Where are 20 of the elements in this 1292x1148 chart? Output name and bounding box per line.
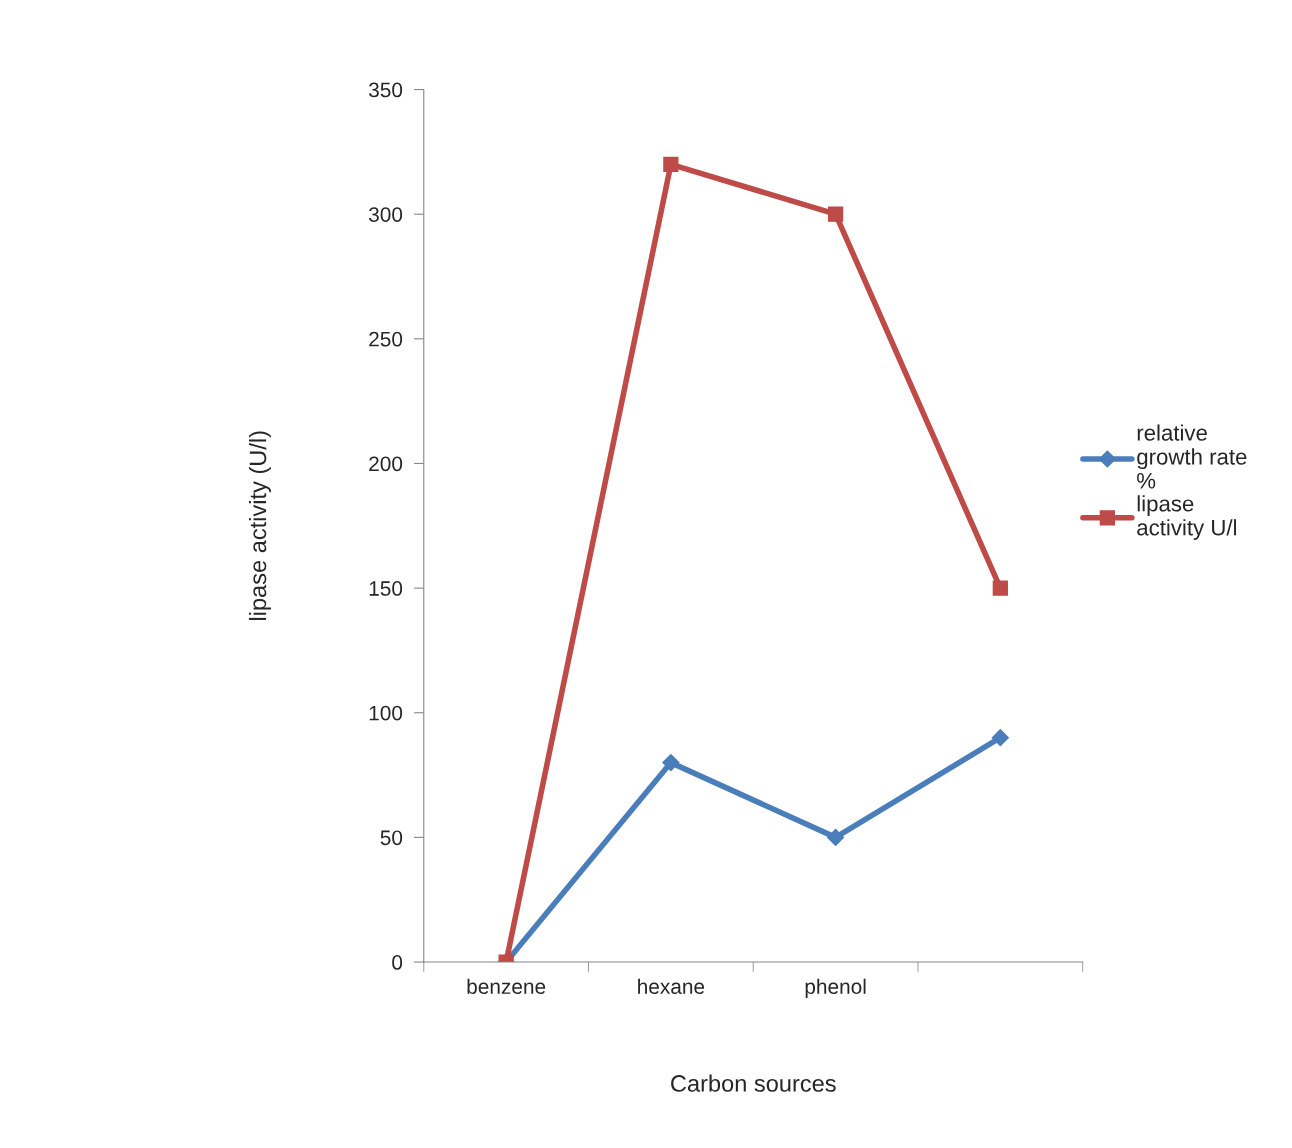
point — [991, 729, 1009, 747]
y-tick-label: 200 — [369, 456, 403, 472]
point — [662, 754, 680, 772]
y-tick-label: 300 — [368, 207, 403, 222]
y-tick-label: 100 — [369, 705, 403, 721]
x-tick-label: phenol — [805, 978, 866, 999]
point — [827, 206, 844, 222]
x-tick-label: benzene — [467, 978, 546, 994]
point — [827, 828, 845, 846]
y-axis-title: lipase activity (U/l) — [248, 431, 271, 620]
point — [663, 156, 679, 172]
x-tick-label: hexane — [638, 978, 705, 994]
y-tick-label: 50 — [380, 830, 403, 846]
legend-label: lipase activity U/l — [1137, 495, 1237, 540]
y-tick-label: 0 — [392, 955, 403, 970]
point — [992, 580, 1008, 596]
y-tick-label: 350 — [368, 82, 403, 98]
x-axis-title: Carbon sources — [671, 1074, 836, 1092]
y-tick-label: 250 — [369, 331, 403, 347]
y-tick-label: 150 — [369, 581, 403, 596]
